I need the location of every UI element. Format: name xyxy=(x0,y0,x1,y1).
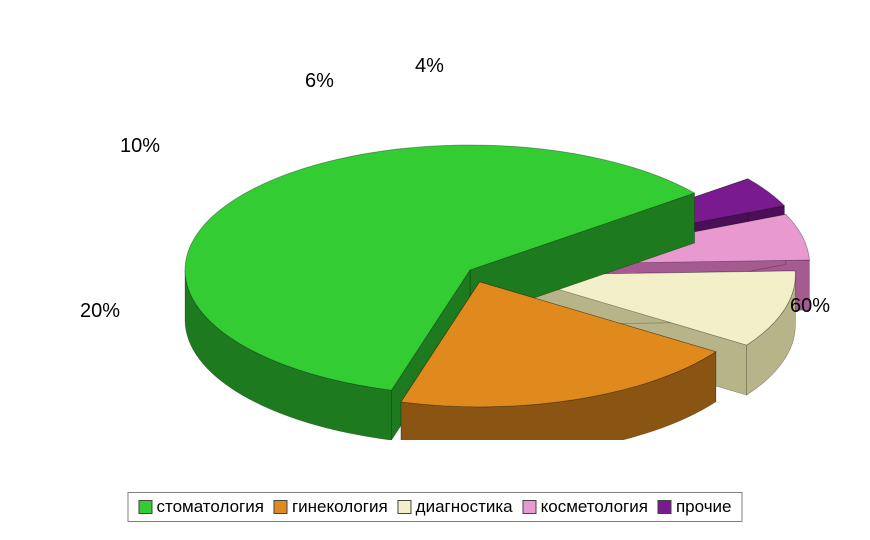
legend-label: косметология xyxy=(541,497,648,517)
legend-swatch xyxy=(138,500,152,514)
pie-chart-figure: 60% 20% 10% 6% 4% стоматология гинекология диа… xyxy=(0,0,870,540)
legend-swatch xyxy=(523,500,537,514)
legend-label: прочие xyxy=(676,497,732,517)
legend-item: стоматология xyxy=(138,497,263,517)
slice-percent-label: 20% xyxy=(80,300,120,323)
legend-item: диагностика xyxy=(398,497,513,517)
legend-label: диагностика xyxy=(416,497,513,517)
slice-percent-label: 4% xyxy=(415,55,444,78)
legend-label: гинекология xyxy=(292,497,388,517)
slice-percent-label: 10% xyxy=(120,135,160,158)
legend-swatch xyxy=(398,500,412,514)
legend-item: косметология xyxy=(523,497,648,517)
legend-item: гинекология xyxy=(274,497,388,517)
slice-percent-label: 60% xyxy=(790,295,830,318)
legend: стоматология гинекология диагностика космет… xyxy=(127,492,742,522)
legend-swatch xyxy=(658,500,672,514)
legend-label: стоматология xyxy=(156,497,263,517)
slice-percent-label: 6% xyxy=(305,70,334,93)
legend-item: прочие xyxy=(658,497,732,517)
pie-chart-canvas: 60% 20% 10% 6% 4% xyxy=(0,0,870,440)
legend-swatch xyxy=(274,500,288,514)
